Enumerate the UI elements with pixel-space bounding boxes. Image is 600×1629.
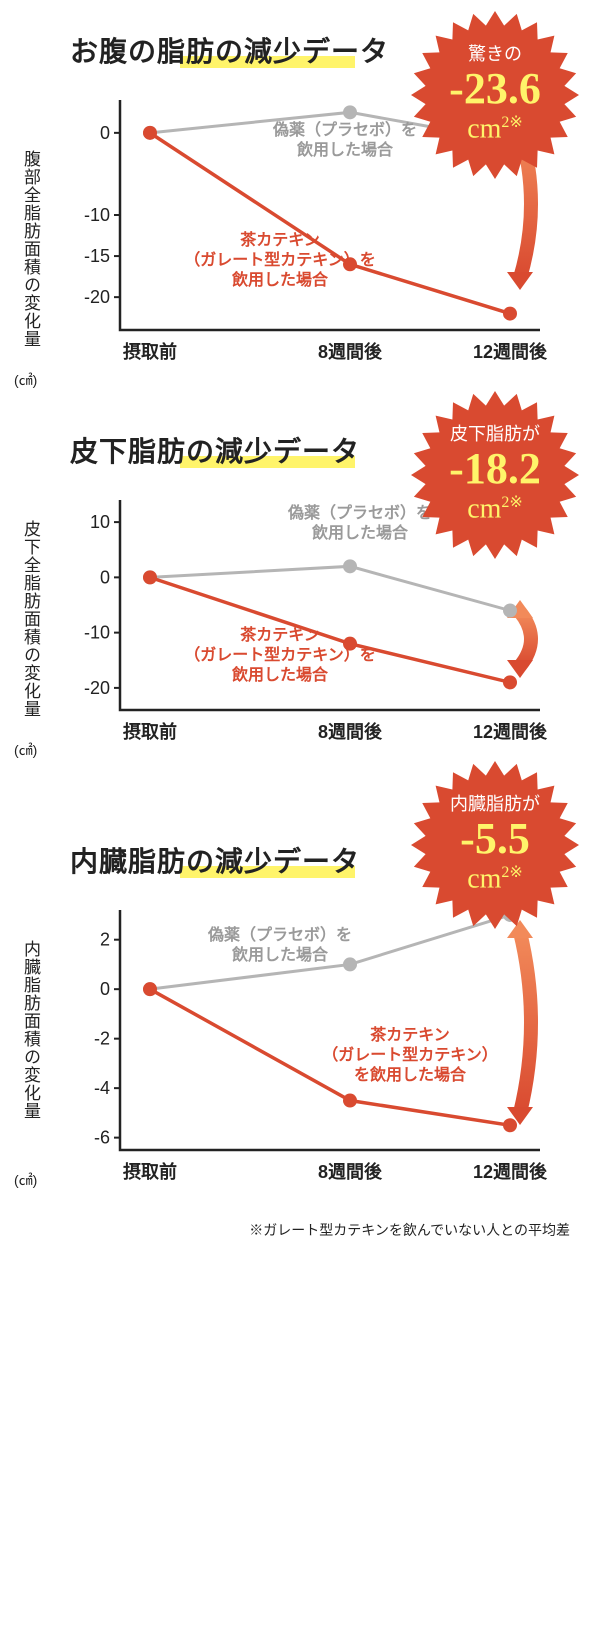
- badge-unit: cm2※: [467, 494, 523, 525]
- badge-pre: 内臓脂肪が: [450, 795, 540, 815]
- badge-number: -5.5: [460, 815, 530, 863]
- svg-text:2: 2: [100, 930, 110, 950]
- svg-text:8週間後: 8週間後: [318, 721, 383, 742]
- footnote-text: ※ガレート型カテキンを飲んでいない人との平均差: [0, 1220, 600, 1260]
- y-axis-unit: (㎠): [14, 740, 37, 760]
- svg-text:飲用した場合: 飲用した場合: [296, 140, 394, 159]
- badge-unit: cm2※: [467, 864, 523, 895]
- y-axis-unit: (㎠): [14, 370, 37, 390]
- svg-text:-4: -4: [94, 1078, 110, 1098]
- y-axis-label: 皮下全脂肪面積の変化量: [18, 520, 43, 718]
- svg-text:10: 10: [90, 512, 110, 532]
- y-axis-unit: (㎠): [14, 1170, 37, 1190]
- svg-text:0: 0: [100, 979, 110, 999]
- svg-text:（ガレート型カテキン）を: （ガレート型カテキン）を: [184, 251, 376, 269]
- svg-text:-20: -20: [84, 678, 110, 698]
- callout-badge: 驚きの-23.6cm2※: [410, 10, 580, 180]
- svg-text:を飲用した場合: を飲用した場合: [354, 1065, 467, 1084]
- svg-text:偽薬（プラセボ）を: 偽薬（プラセボ）を: [207, 925, 352, 944]
- svg-text:0: 0: [100, 567, 110, 587]
- chart-block-1: 皮下脂肪の減少データ 皮下脂肪が-18.2cm2※ 皮下全脂肪面積の変化量 (㎠) 10…: [0, 400, 600, 780]
- svg-text:（ガレート型カテキン）: （ガレート型カテキン）: [322, 1046, 498, 1064]
- svg-text:8週間後: 8週間後: [318, 341, 383, 362]
- svg-text:0: 0: [100, 123, 110, 143]
- badge-pre: 驚きの: [468, 45, 522, 65]
- svg-text:12週間後: 12週間後: [473, 721, 548, 742]
- svg-text:偽薬（プラセボ）を: 偽薬（プラセボ）を: [272, 120, 417, 139]
- badge-number: -23.6: [449, 65, 541, 113]
- badge-number: -18.2: [449, 445, 541, 493]
- callout-badge: 内臓脂肪が-5.5cm2※: [410, 760, 580, 930]
- svg-text:茶カテキン: 茶カテキン: [239, 230, 320, 249]
- svg-text:摂取前: 摂取前: [123, 341, 177, 362]
- svg-text:-10: -10: [84, 623, 110, 643]
- chart-title: お腹の脂肪の減少データ: [70, 36, 389, 67]
- y-axis-label: 内臓脂肪面積の変化量: [18, 940, 43, 1120]
- svg-text:飲用した場合: 飲用した場合: [231, 945, 329, 964]
- svg-text:茶カテキン: 茶カテキン: [239, 625, 320, 644]
- badge-pre: 皮下脂肪が: [450, 425, 540, 445]
- svg-text:摂取前: 摂取前: [123, 721, 177, 742]
- svg-text:飲用した場合: 飲用した場合: [231, 665, 329, 684]
- svg-text:摂取前: 摂取前: [123, 1161, 177, 1182]
- svg-text:8週間後: 8週間後: [318, 1161, 383, 1182]
- chart-title: 皮下脂肪の減少データ: [70, 436, 360, 467]
- chart-block-2: 内臓脂肪の減少データ内臓脂肪が-5.5cm2※内臓脂肪面積の変化量(㎠)20-2…: [0, 780, 600, 1220]
- svg-text:（ガレート型カテキン）を: （ガレート型カテキン）を: [184, 646, 376, 664]
- badge-unit: cm2※: [467, 114, 523, 145]
- svg-text:-15: -15: [84, 246, 110, 266]
- svg-text:12週間後: 12週間後: [473, 1161, 548, 1182]
- svg-text:12週間後: 12週間後: [473, 341, 548, 362]
- chart-block-0: お腹の脂肪の減少データ驚きの-23.6cm2※腹部全脂肪面積の変化量(㎠)0-1…: [0, 0, 600, 400]
- svg-text:茶カテキン: 茶カテキン: [369, 1025, 450, 1044]
- svg-text:飲用した場合: 飲用した場合: [231, 270, 329, 289]
- callout-badge: 皮下脂肪が-18.2cm2※: [410, 390, 580, 560]
- line-chart: 2 0 -2 -4 -6 摂取前 8週間後 12週間後 偽薬（プラセボ）を飲用した場合茶カテキン…: [70, 900, 560, 1200]
- y-axis-label: 腹部全脂肪面積の変化量: [18, 150, 43, 348]
- svg-text:-20: -20: [84, 287, 110, 307]
- svg-text:-10: -10: [84, 205, 110, 225]
- svg-text:-2: -2: [94, 1029, 110, 1049]
- svg-text:飲用した場合: 飲用した場合: [311, 523, 409, 542]
- svg-text:-6: -6: [94, 1128, 110, 1148]
